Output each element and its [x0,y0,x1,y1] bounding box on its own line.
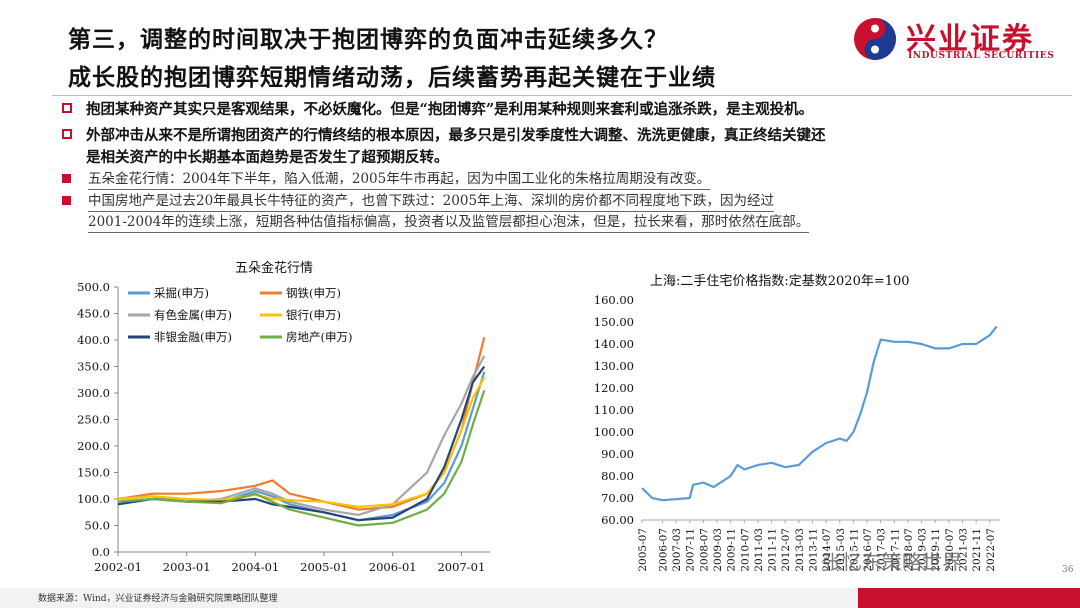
x-tick-label: 2007-01 [437,560,485,574]
bullet-text-line1: 外部冲击从来不是所谓抱团资产的行情终结的根本原因，最多只是引发季度性大调整、洗洗… [86,127,826,144]
x-tick-label: 2015-11 [848,528,860,572]
y-tick-label: 0.0 [92,545,110,559]
series-line-6 [117,389,486,527]
y-tick-label: 300.0 [77,386,110,400]
title-divider [52,95,1072,96]
y-tick-label: 250.0 [77,413,110,427]
y-tick-label: 150.0 [77,466,110,480]
sub-bullet-text-line1: 中国房地产是过去20年最具长牛特征的资产，也曾下跌过：2005年上海、深圳的房价… [88,191,775,212]
y-tick-label: 140.00 [594,337,634,351]
x-tick-label: 2014-07 [821,528,833,572]
sub-bullet-square-icon [62,174,71,183]
x-tick-label: 2018-07 [903,528,915,572]
series-line-2 [117,337,486,511]
x-tick-label: 2011-03 [753,528,765,572]
x-tick-label: 2013-03 [794,528,806,572]
chart2-title: 上海:二手住宅价格指数:定基数2020年=100 [650,274,910,289]
x-tick-label: 2004-01 [231,560,279,574]
bullet-box-icon [62,103,72,113]
y-tick-label: 350.0 [77,360,110,374]
legend-label: 有色金属(申万) [154,308,232,322]
x-tick-label: 2013-11 [807,528,819,572]
x-tick-label: 2017-11 [889,528,901,572]
x-tick-label: 2019-11 [930,528,942,572]
legend-label: 银行(申万) [286,308,341,322]
chart-five-golden-flowers: 0.0 50.0 100.0 150.0 200.0 250.0 300.0 350.0 400… [77,280,490,574]
logo-text-en: INDUSTRIAL SECURITIES [908,51,1055,61]
x-tick-label: 2003-01 [163,560,211,574]
x-tick-label: 2020-07 [944,528,956,572]
y-tick-label: 110.00 [594,403,634,417]
chart-shanghai-housing-index: 60.00 70.00 80.00 90.00 100.00 110.00 120.00 13… [594,293,1000,572]
y-tick-label: 400.0 [77,333,110,347]
x-tick-label: 2017-03 [876,528,888,572]
legend-label: 非银金融(申万) [154,330,232,344]
x-tick-label: 2006-07 [657,528,669,572]
y-tick-label: 90.00 [601,447,634,461]
bullet-text: 抱团某种资产其实只是客观结果，不必妖魔化。但是“抱团博弈”是利用某种规则来套利或… [86,101,814,118]
legend-label: 采掘(申万) [154,286,209,300]
logo-mark-icon [854,18,896,60]
title-line-1: 第三，调整的时间取决于抱团博弈的负面冲击延续多久？ [68,26,668,53]
series-line-1 [641,325,998,502]
title-line-2: 成长股的抱团博弈短期情绪动荡，后续蓄势再起关键在于业绩 [68,64,716,91]
y-tick-label: 60.00 [601,513,634,527]
x-tick-label: 2007-11 [685,528,697,572]
x-tick-label: 2007-03 [671,528,683,572]
x-tick-label: 2012-07 [780,528,792,572]
x-tick-label: 2019-03 [917,528,929,572]
y-tick-label: 120.00 [594,381,634,395]
x-tick-label: 2021-03 [957,528,969,572]
legend-label: 钢铁(申万) [286,286,341,300]
y-tick-label: 150.00 [594,315,634,329]
x-tick-label: 2006-01 [369,560,417,574]
x-tick-label: 2011-11 [767,528,779,572]
x-tick-label: 2016-07 [862,528,874,572]
sub-bullet-square-icon [62,196,71,205]
y-tick-label: 100.0 [77,492,110,506]
y-tick-label: 500.0 [77,280,110,294]
x-tick-label: 2021-11 [971,528,983,572]
y-tick-label: 160.00 [594,293,634,307]
footer-accent-bar [858,588,1080,608]
bullet-box-icon [62,129,72,139]
x-tick-label: 2010-07 [739,528,751,572]
y-tick-label: 70.00 [601,491,634,505]
sub-bullet-text: 五朵金花行情：2004年下半年，陷入低潮，2005年牛市再起，因为中国工业化的朱… [88,169,711,190]
bullet-text-line2: 是相关资产的中长期基本面趋势是否发生了超预期反转。 [86,149,449,166]
footer-source: 数据来源：Wind，兴业证券经济与金融研究院策略团队整理 [38,594,278,604]
logo-text-cn: 兴业证券 [906,22,1034,57]
y-tick-label: 100.00 [594,425,634,439]
x-tick-label: 2009-03 [712,528,724,572]
x-tick-label: 2005-01 [300,560,348,574]
y-tick-label: 450.0 [77,307,110,321]
y-tick-label: 200.0 [77,439,110,453]
y-tick-label: 130.00 [594,359,634,373]
x-tick-label: 2008-07 [698,528,710,572]
x-tick-label: 2015-03 [835,528,847,572]
page-number: 36 [1062,565,1074,575]
sub-bullet-text-line2: 2001-2004年的连续上涨，短期各种估值指标偏高，投资者以及监管层都担心泡沫… [88,212,810,233]
watermark-text: 张忆东策略世界 [822,550,962,574]
y-tick-label: 80.00 [601,469,634,483]
series-line-4 [117,376,486,508]
footer-bar [0,588,858,608]
company-logo: 兴业证券 INDUSTRIAL SECURITIES [852,14,1067,66]
legend-label: 房地产(申万) [286,330,352,344]
x-tick-label: 2002-01 [94,560,142,574]
x-tick-label: 2005-07 [637,528,649,572]
x-tick-label: 2022-07 [985,528,997,572]
y-tick-label: 50.0 [84,519,110,533]
chart1-title: 五朵金花行情 [235,261,314,276]
x-tick-label: 2009-11 [726,528,738,572]
